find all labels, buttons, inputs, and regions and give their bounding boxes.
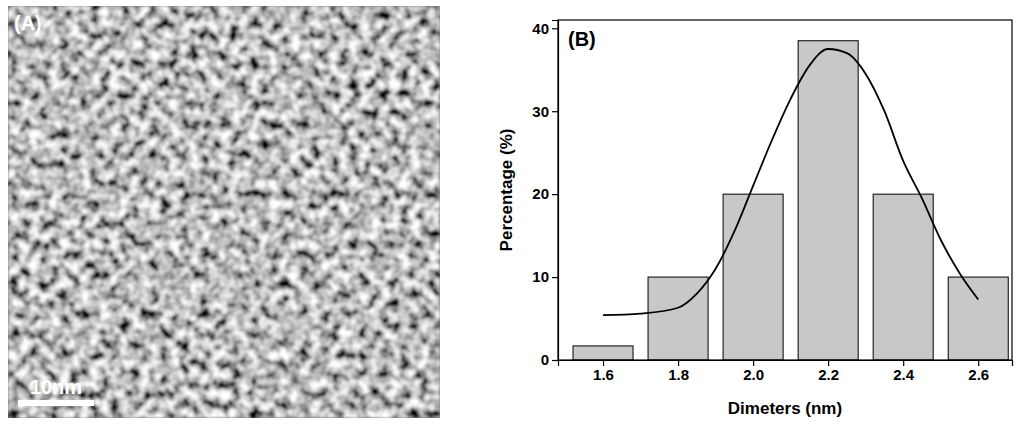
figure: (A) 10nm 1.6 1.8 2.0 2.2 2.4 2.6 0 10 20 30 40 (B) Dim…: [0, 0, 1024, 424]
y-axis: 0 10 20 30 40: [532, 20, 558, 369]
y-axis-title: Percentage (%): [497, 129, 516, 252]
y-tick-mark: [552, 360, 558, 361]
x-tick-label: 2.4: [893, 366, 915, 383]
scale-bar-label: 10nm: [30, 376, 82, 398]
x-tick-label: 1.8: [668, 366, 689, 383]
x-axis: 1.6 1.8 2.0 2.2 2.4 2.6: [559, 360, 1013, 383]
panel-label: (A): [14, 12, 42, 34]
micrograph-background: [8, 6, 440, 418]
x-tick-label: 2.0: [743, 366, 764, 383]
bar: [648, 277, 708, 360]
y-tick: 40: [532, 20, 558, 37]
bar: [573, 346, 633, 360]
x-tick-label: 1.6: [593, 366, 614, 383]
y-tick: 20: [532, 185, 558, 202]
y-tick-label: 10: [532, 268, 549, 285]
scale-bar: [18, 400, 94, 406]
y-axis-line: [552, 21, 559, 361]
bar: [723, 194, 783, 360]
y-tick: 10: [532, 268, 558, 285]
panel-label: (B): [568, 28, 596, 50]
x-tick: 1.6: [593, 360, 614, 383]
x-tick: 2.2: [818, 360, 839, 383]
x-tick: 2.6: [968, 360, 989, 383]
bar: [798, 41, 858, 360]
x-tick: 2.4: [893, 360, 915, 383]
y-tick: 30: [532, 103, 558, 120]
y-tick-label: 30: [532, 103, 549, 120]
y-tick-label: 20: [532, 185, 549, 202]
x-tick-label: 2.6: [968, 366, 989, 383]
y-tick-mark: [552, 111, 558, 112]
bar: [948, 277, 1008, 360]
y-tick-mark: [552, 28, 558, 29]
panel-b: 1.6 1.8 2.0 2.2 2.4 2.6 0 10 20 30 40 (B) Dimeters (…: [497, 20, 1013, 418]
x-tick: 1.8: [668, 360, 689, 383]
fit-curve: [603, 49, 978, 315]
y-tick-label: 0: [541, 351, 549, 368]
x-tick: 2.0: [743, 360, 764, 383]
x-axis-line: [559, 361, 1013, 367]
x-axis-title: Dimeters (nm): [728, 399, 842, 418]
plot-area: [573, 41, 1008, 360]
x-tick-label: 2.2: [818, 366, 839, 383]
micrograph: [8, 6, 440, 418]
y-tick-mark: [552, 277, 558, 278]
bar: [873, 194, 933, 360]
y-tick: 0: [541, 351, 558, 368]
panel-a: (A) 10nm: [8, 6, 440, 418]
y-tick-label: 40: [532, 20, 549, 37]
y-tick-mark: [552, 194, 558, 195]
plot-frame: [558, 20, 1012, 360]
